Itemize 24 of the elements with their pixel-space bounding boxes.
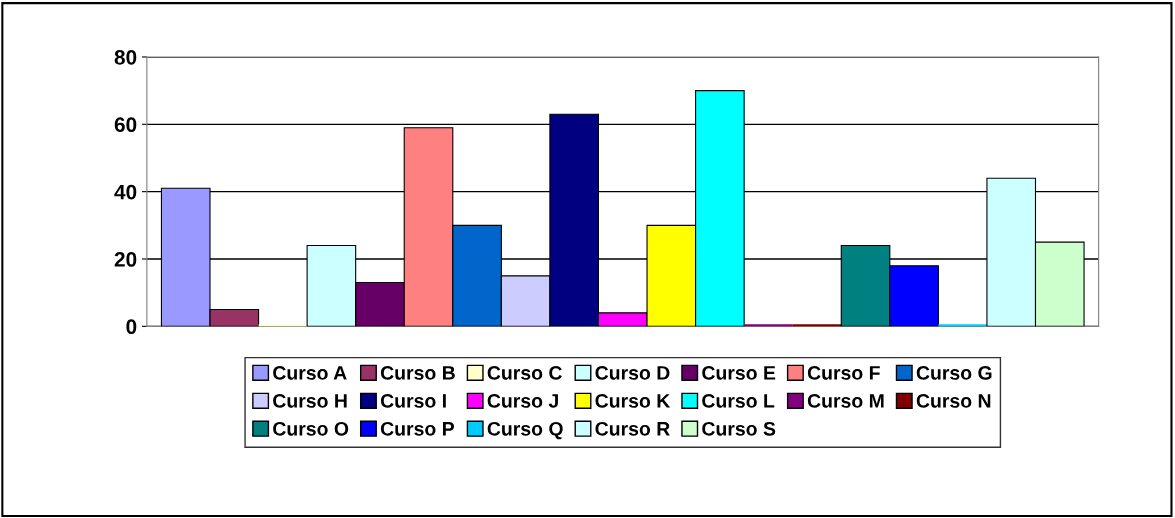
legend-label: Curso B bbox=[380, 366, 455, 380]
legend-label: Curso A bbox=[273, 366, 347, 380]
legend-label: Curso O bbox=[273, 421, 349, 436]
legend-label: Curso Q bbox=[487, 421, 563, 440]
legend-label: Curso P bbox=[380, 421, 454, 436]
y-tick-label: 20 bbox=[114, 252, 137, 267]
legend-label: Curso D bbox=[595, 366, 670, 380]
legend-label: Curso N bbox=[916, 393, 991, 408]
legend-label: Curso I bbox=[380, 393, 446, 408]
y-tick-label: 40 bbox=[114, 184, 137, 200]
y-tick-label: 0 bbox=[126, 319, 137, 335]
y-tick-label: 80 bbox=[114, 49, 137, 65]
legend-label: Curso S bbox=[702, 421, 776, 436]
legend-label: Curso R bbox=[595, 421, 670, 436]
legend-label: Curso E bbox=[702, 366, 776, 380]
legend-label: Curso M bbox=[807, 393, 884, 408]
legend-label: Curso K bbox=[595, 393, 671, 408]
legend-label: Curso F bbox=[807, 366, 880, 380]
y-tick-label: 60 bbox=[114, 117, 137, 133]
legend-label: Curso H bbox=[273, 393, 347, 408]
legend-label: Curso L bbox=[702, 393, 775, 408]
legend-label: Curso C bbox=[487, 366, 562, 380]
legend-label: Curso G bbox=[916, 366, 992, 380]
legend-label: Curso J bbox=[487, 393, 558, 408]
